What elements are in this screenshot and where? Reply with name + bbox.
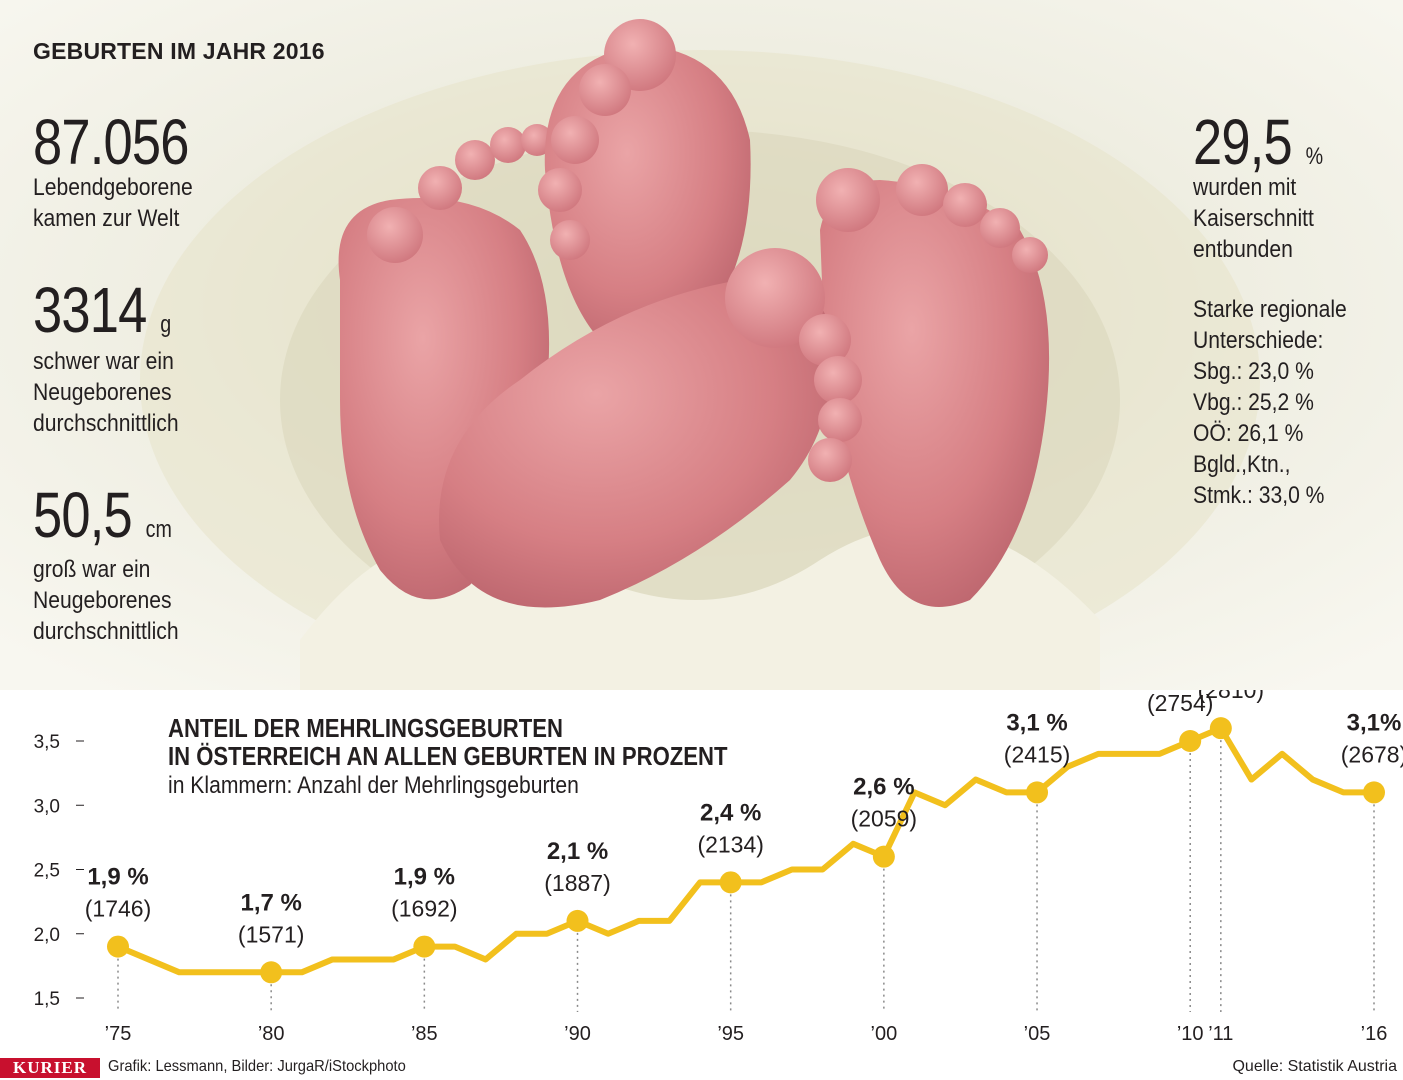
baby-feet-illustration [0,0,1403,690]
data-point [260,961,283,984]
data-point [566,909,589,932]
data-label-count: (1887) [544,870,610,896]
data-label-percent: 1,9 % [87,864,148,891]
x-tick-label: ’11 [1208,1023,1233,1045]
csection-unit: % [1305,143,1324,170]
data-label-count: (1746) [85,896,151,922]
data-label-count: (2754) [1147,690,1213,716]
y-tick-label: 2,5 [34,861,60,882]
foot-bottom-center [439,248,862,608]
data-label-percent: 2,6 % [853,774,914,801]
data-point [413,935,436,958]
y-tick-label: 2,0 [34,925,60,946]
regional-differences: Starke regionale Unterschiede: Sbg.: 23,… [1193,296,1347,509]
x-tick-label: ’00 [871,1023,898,1045]
data-label-count: (2059) [851,806,917,832]
data-label-percent: 3,1% [1347,709,1402,736]
foot-top-center [538,19,751,354]
x-tick-label: ’90 [564,1023,591,1045]
chart-subtitle: in Klammern: Anzahl der Mehrlingsgeburte… [168,772,579,799]
csection-value: 29,5 % [1193,106,1324,178]
y-tick-label: 3,0 [34,796,60,817]
births-desc: Lebendgeborene kamen zur Welt [33,174,193,232]
data-point [1026,781,1049,804]
x-tick-label: ’95 [717,1023,744,1045]
series-line [115,725,1377,976]
data-label-percent: 2,4 % [700,799,761,826]
x-tick-label: ’75 [105,1023,132,1045]
height-desc: groß war ein Neugeborenes durchschnittli… [33,556,179,645]
data-point [1209,717,1232,740]
credit-text: Grafik: Lessmann, Bilder: JurgaR/iStockp… [108,1058,406,1075]
data-label-count: (2678) [1341,741,1403,767]
data-label-count: (2415) [1004,741,1070,767]
x-tick-label: ’85 [411,1023,438,1045]
weight-value: 3314 g [33,274,172,346]
x-tick-label: ’05 [1024,1023,1051,1045]
data-label-count: (2134) [697,831,763,857]
chart-title: ANTEIL DER MEHRLINGSGEBURTEN IN ÖSTERREI… [168,713,728,771]
weight-desc: schwer war ein Neugeborenes durchschnitt… [33,348,179,437]
footer: KURIER Grafik: Lessmann, Bilder: JurgaR/… [0,1055,1403,1080]
data-label-count: (1692) [391,896,457,922]
baby-feet-photo: GEBURTEN IM JAHR 2016 87.056 Lebendgebor… [0,0,1403,690]
y-tick-label: 3,5 [34,732,60,753]
y-tick-label: 1,5 [34,989,60,1010]
data-label-percent: 3,1 % [1006,709,1067,736]
heading: GEBURTEN IM JAHR 2016 [33,38,325,64]
data-point [107,935,129,958]
height-value: 50,5 cm [33,479,172,551]
data-point [1363,781,1385,804]
x-tick-label: ’10 [1177,1023,1204,1045]
foot-right [816,164,1050,607]
data-label-percent: 2,1 % [547,838,608,865]
data-point [872,845,895,868]
x-tick-label: ’16 [1361,1023,1388,1045]
csection-desc: wurden mit Kaiserschnitt entbunden [1193,174,1314,263]
height-unit: cm [145,516,172,543]
chart-canvas: 3,53,02,52,01,5’75’80’85’90’95’00’05’10’… [34,645,1403,1045]
source-text: Quelle: Statistik Austria [1232,1058,1397,1075]
data-point [719,871,742,894]
data-label-count: (1571) [238,921,304,947]
data-label-percent: 1,9 % [394,864,455,891]
weight-unit: g [160,311,172,338]
kurier-logo: KURIER [0,1058,100,1078]
data-label-percent: 1,7 % [240,889,301,916]
data-point [1179,730,1202,752]
x-tick-label: ’80 [258,1023,285,1045]
multiple-births-chart: 3,5 3,0 2,5 2,0 1,5’75’80’85’90’95’00’05’10’… [0,645,1403,1055]
data-label-count: (2810) [1198,690,1264,703]
births-value: 87.056 [33,106,189,178]
